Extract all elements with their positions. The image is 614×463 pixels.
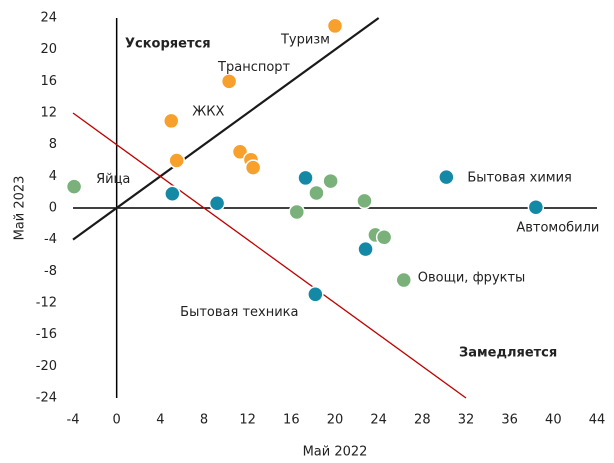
y-tick-label: -8 xyxy=(44,264,57,279)
x-tick-label: 0 xyxy=(113,413,121,428)
x-axis-title: Май 2022 xyxy=(303,445,368,460)
point xyxy=(288,203,306,221)
point-label: Туризм xyxy=(280,32,330,47)
y-tick-label: 0 xyxy=(49,201,57,216)
point-label: Автомобили xyxy=(516,221,599,236)
point xyxy=(168,152,185,169)
y-tick-label: -24 xyxy=(36,391,57,406)
y-tick-label: -20 xyxy=(36,359,57,374)
y-tick-label: 8 xyxy=(49,137,57,152)
x-tick-label: 28 xyxy=(414,413,431,428)
y-tick-label: -12 xyxy=(36,296,57,311)
point xyxy=(163,112,180,130)
x-tick-label: 24 xyxy=(370,413,387,428)
y-tick-label: 20 xyxy=(40,42,57,57)
point xyxy=(326,17,344,35)
x-tick-label: 36 xyxy=(501,413,518,428)
x-tick-label: 44 xyxy=(589,413,606,428)
point-label: Транспорт xyxy=(217,60,291,75)
point-label: Бытовая химия xyxy=(467,171,572,186)
quadrant-label: Замедляется xyxy=(459,346,557,361)
point-label: ЖКХ xyxy=(192,104,224,119)
point xyxy=(244,159,262,176)
point xyxy=(357,240,374,258)
point xyxy=(308,184,325,202)
y-tick-label: 24 xyxy=(40,11,57,26)
x-tick-label: 12 xyxy=(239,413,256,428)
point xyxy=(527,198,545,216)
point xyxy=(395,271,413,289)
reference-line xyxy=(72,112,467,399)
point-label: Яйца xyxy=(96,172,130,187)
point xyxy=(356,192,373,210)
point xyxy=(231,143,249,161)
point xyxy=(297,169,314,187)
point xyxy=(65,178,83,195)
point xyxy=(307,286,324,303)
y-tick-label: 4 xyxy=(49,169,57,184)
x-tick-label: 32 xyxy=(458,413,475,428)
point xyxy=(164,185,181,202)
y-tick-label: -16 xyxy=(36,327,57,342)
quadrant-label: Ускоряется xyxy=(125,37,211,52)
x-tick-label: 8 xyxy=(200,413,208,428)
point xyxy=(220,73,238,90)
x-tick-label: 16 xyxy=(283,413,300,428)
x-tick-label: 20 xyxy=(327,413,344,428)
y-tick-label: 12 xyxy=(40,106,57,121)
reference-line xyxy=(72,17,380,241)
point xyxy=(208,195,226,212)
x-tick-label: -4 xyxy=(67,413,80,428)
point xyxy=(438,168,455,186)
y-tick-label: -4 xyxy=(44,232,57,247)
point xyxy=(322,172,339,190)
x-tick-label: 40 xyxy=(545,413,562,428)
point xyxy=(375,229,393,246)
point-label: Овощи, фрукты xyxy=(418,271,526,286)
point-label: Бытовая техника xyxy=(180,305,298,320)
x-tick-label: 4 xyxy=(156,413,164,428)
y-axis-title: Май 2023 xyxy=(13,176,28,241)
y-tick-label: 16 xyxy=(40,74,57,89)
